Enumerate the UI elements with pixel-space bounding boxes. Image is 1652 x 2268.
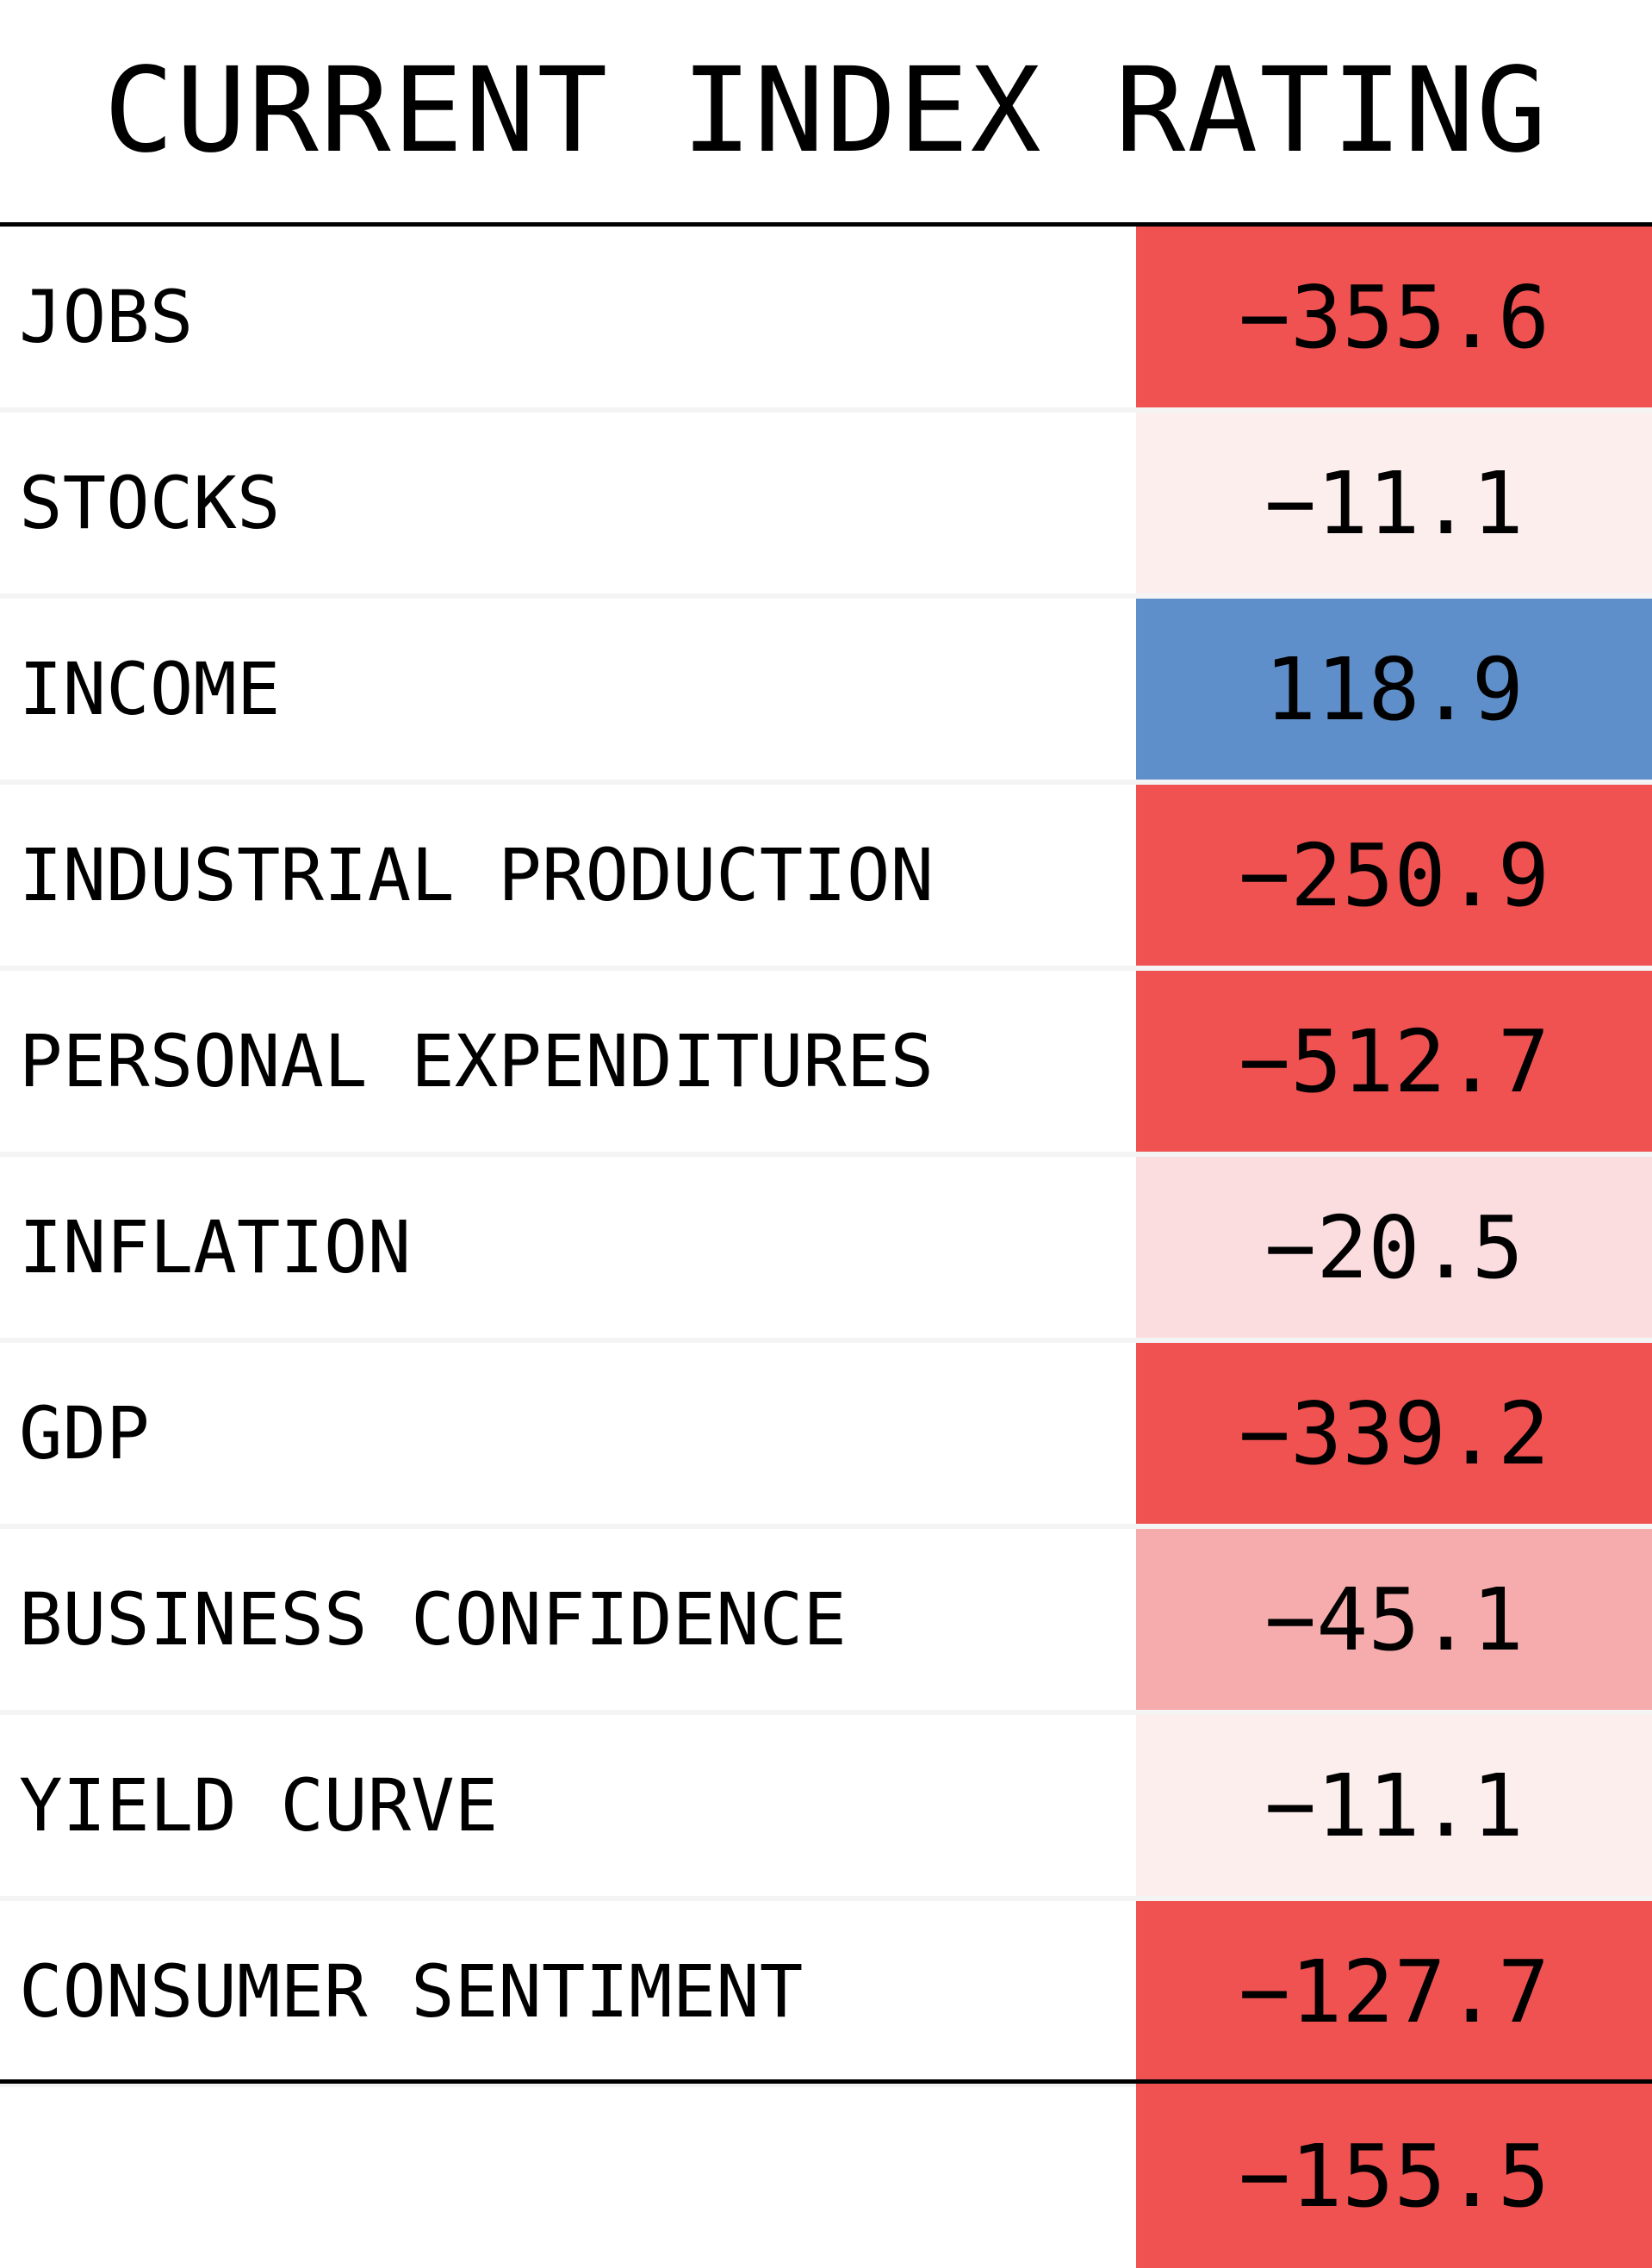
row-value-cell: −45.1	[1136, 1529, 1652, 1710]
row-label: GDP	[19, 1391, 150, 1476]
row-label: INFLATION	[19, 1205, 412, 1289]
row-value-cell: −20.5	[1136, 1157, 1652, 1338]
table-row: JOBS −355.6	[0, 227, 1652, 413]
row-value-cell: −250.9	[1136, 785, 1652, 966]
row-value-cell: −339.2	[1136, 1343, 1652, 1524]
table-row: CONSUMER SENTIMENT −127.7	[0, 1901, 1652, 2087]
chart-title: CURRENT INDEX RATING	[103, 43, 1549, 179]
total-row: −155.5	[0, 2084, 1652, 2268]
table-row: INFLATION −20.5	[0, 1157, 1652, 1343]
row-label: STOCKS	[19, 461, 281, 545]
row-value-cell: −512.7	[1136, 971, 1652, 1152]
row-label: CONSUMER SENTIMENT	[19, 1949, 804, 2034]
row-label: BUSINESS CONFIDENCE	[19, 1577, 847, 1662]
bottom-rule	[0, 2079, 1652, 2084]
row-value-cell: −355.6	[1136, 227, 1652, 407]
table-row: GDP −339.2	[0, 1343, 1652, 1529]
row-value-cell: −127.7	[1136, 1901, 1652, 2082]
table-row: INCOME 118.9	[0, 599, 1652, 785]
top-rule	[0, 222, 1652, 227]
row-label: JOBS	[19, 275, 194, 359]
row-value-cell: −11.1	[1136, 1715, 1652, 1896]
row-label: INCOME	[19, 647, 281, 731]
row-label: YIELD CURVE	[19, 1763, 499, 1848]
table-row: PERSONAL EXPENDITURES −512.7	[0, 971, 1652, 1157]
row-label: INDUSTRIAL PRODUCTION	[19, 833, 935, 917]
total-value-cell: −155.5	[1136, 2084, 1652, 2268]
table-row: YIELD CURVE −11.1	[0, 1715, 1652, 1901]
row-value-cell: −11.1	[1136, 413, 1652, 593]
row-value-cell: 118.9	[1136, 599, 1652, 780]
table-row: INDUSTRIAL PRODUCTION −250.9	[0, 785, 1652, 971]
table-row: BUSINESS CONFIDENCE −45.1	[0, 1529, 1652, 1715]
table-row: STOCKS −11.1	[0, 413, 1652, 599]
index-table: JOBS −355.6 STOCKS −11.1 INCOME 118.9 INDUSTRI…	[0, 227, 1652, 2087]
row-label: PERSONAL EXPENDITURES	[19, 1019, 935, 1103]
